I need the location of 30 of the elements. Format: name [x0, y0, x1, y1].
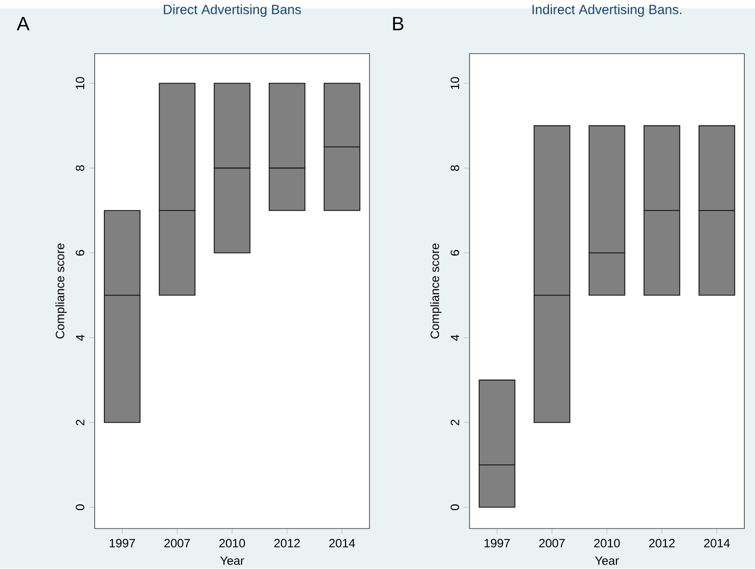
x-tick-label: 2010	[594, 538, 620, 548]
x-tick-label: 2012	[274, 538, 300, 548]
y-tick-label: 2	[76, 420, 84, 426]
y-tick-label: 4	[76, 334, 84, 341]
x-axis-title: Year	[220, 556, 244, 565]
y-axis-title: Compliance score	[430, 243, 442, 338]
text: B	[393, 16, 404, 30]
y-tick-label: 10	[76, 76, 84, 89]
x-tick-label: 1997	[484, 538, 510, 548]
x-tick-label: 2014	[704, 538, 730, 548]
chart-title: Indirect Advertising Bans.	[532, 4, 682, 17]
y-tick-label: 8	[76, 165, 84, 171]
y-axis-title: Compliance score	[55, 243, 67, 338]
x-tick-label: 2007	[164, 538, 190, 548]
x-tick-label: 2012	[649, 538, 675, 548]
y-tick-label: 4	[450, 334, 460, 341]
chart-title: Direct Advertising Bans	[164, 4, 301, 17]
x-tick-label: 2007	[539, 538, 565, 548]
y-tick-label: 6	[450, 250, 460, 256]
y-tick-label: 0	[450, 504, 460, 510]
x-axis-title: Year	[595, 556, 619, 565]
x-tick-label: 2010	[219, 538, 245, 548]
y-tick-label: 2	[450, 420, 460, 426]
y-tick-label: 0	[76, 504, 84, 510]
x-tick-label: 1997	[110, 538, 135, 548]
x-tick-label: 2014	[329, 538, 355, 548]
text: A	[16, 16, 30, 30]
y-tick-label: 6	[76, 250, 84, 256]
y-tick-label: 8	[450, 165, 460, 171]
y-tick-label: 10	[450, 76, 460, 89]
